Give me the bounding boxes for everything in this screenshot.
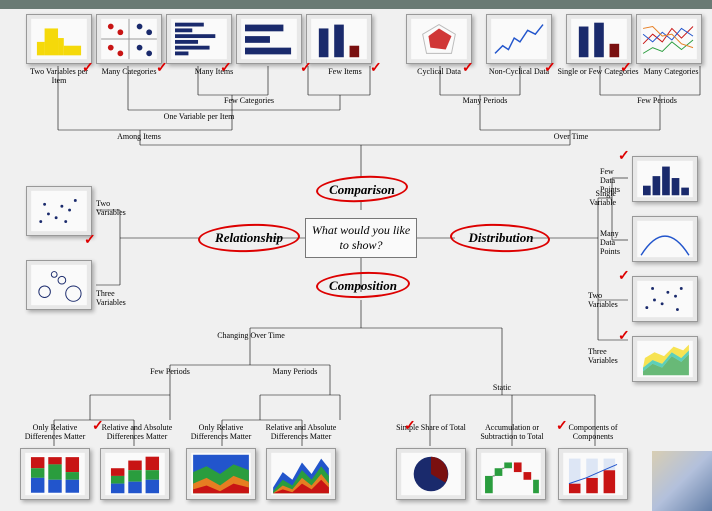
lbl-only-rel-b: Only Relative Differences Matter [180, 424, 262, 442]
thumb-stacked-100-bar [558, 448, 628, 500]
thumb-3d-area [632, 336, 698, 382]
lbl-few-periods-b: Few Periods [138, 368, 202, 377]
lbl-two-variables: Two Variables [96, 200, 140, 218]
lbl-accum: Accumulation or Subtraction to Total [468, 424, 556, 442]
thumb-var-width-column [26, 14, 92, 64]
thumb-waterfall [476, 448, 546, 500]
thumb-scatter [26, 186, 92, 236]
thumb-multi-line [636, 14, 702, 64]
thumb-radar [406, 14, 472, 64]
lbl-comp-of-comp: Components of Components [554, 424, 632, 442]
thumb-stacked-column [100, 448, 170, 500]
lbl-many-periods-a: Many Periods [450, 97, 520, 106]
thumb-column [306, 14, 372, 64]
check-10: ✓ [618, 148, 630, 165]
check-11: ✓ [618, 268, 630, 285]
lbl-single-or-few-cat: Single or Few Categories [548, 68, 648, 77]
thumb-table-embedded [96, 14, 162, 64]
lbl-many-periods-b: Many Periods [260, 368, 330, 377]
thumb-scatter-dist [632, 276, 698, 322]
lbl-few-dp: Few Data Points [600, 168, 630, 194]
lbl-many-categories-a: Many Categories [96, 68, 162, 77]
lbl-one-var-per-item: One Variable per Item [144, 113, 254, 122]
lbl-changing-over-time: Changing Over Time [216, 332, 286, 341]
thumb-histogram [632, 156, 698, 202]
lbl-over-time: Over Time [536, 133, 606, 142]
thumb-stacked-100-area [186, 448, 256, 500]
lbl-among-items: Among Items [104, 133, 174, 142]
branch-composition: Composition [322, 278, 404, 294]
thumb-density [632, 216, 698, 262]
lbl-many-categories-b: Many Categories [636, 68, 706, 77]
lbl-three-variables: Three Variables [96, 290, 140, 308]
window-titlebar [0, 0, 712, 9]
thumb-bar-horizontal [166, 14, 232, 64]
lbl-simple-share: Simple Share of Total [394, 424, 468, 433]
center-question: What would you like to show? [305, 218, 417, 258]
lbl-two-vars-per-item: Two Variables per Item [22, 68, 96, 86]
thumb-stacked-100-column [20, 448, 90, 500]
lbl-many-items: Many Items [186, 68, 242, 77]
lbl-few-items: Few Items [320, 68, 370, 77]
branch-relationship: Relationship [204, 230, 294, 246]
thumb-column-few [566, 14, 632, 64]
photo-corner-overlay [652, 451, 712, 511]
lbl-static: Static [480, 384, 524, 393]
lbl-two-variables-b: Two Variables [588, 292, 630, 310]
branch-comparison: Comparison [322, 182, 402, 198]
lbl-few-categories-a: Few Categories [214, 97, 284, 106]
lbl-only-rel-a: Only Relative Differences Matter [14, 424, 96, 442]
branch-distribution: Distribution [456, 230, 546, 246]
thumb-line [486, 14, 552, 64]
lbl-few-periods-a: Few Periods [622, 97, 692, 106]
lbl-rel-abs-a: Relative and Absolute Differences Matter [96, 424, 178, 442]
lbl-three-variables-b: Three Variables [588, 348, 630, 366]
lbl-rel-abs-b: Relative and Absolute Differences Matter [260, 424, 342, 442]
thumb-stacked-area [266, 448, 336, 500]
lbl-many-dp: Many Data Points [600, 230, 630, 256]
thumb-pie [396, 448, 466, 500]
lbl-cyclical: Cyclical Data [406, 68, 472, 77]
thumb-bubble [26, 260, 92, 310]
check-12: ✓ [618, 328, 630, 345]
thumb-bar-horizontal-few [236, 14, 302, 64]
